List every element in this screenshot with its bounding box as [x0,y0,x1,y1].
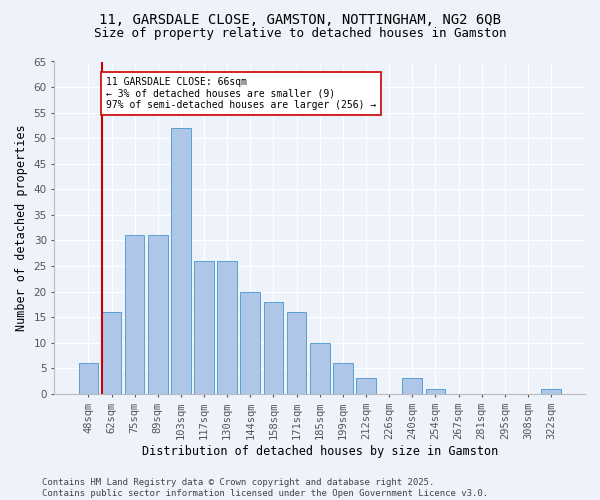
Text: Contains HM Land Registry data © Crown copyright and database right 2025.
Contai: Contains HM Land Registry data © Crown c… [42,478,488,498]
Bar [194,261,214,394]
Bar [217,261,237,394]
Bar [287,312,307,394]
Bar [171,128,191,394]
Text: 11 GARSDALE CLOSE: 66sqm
← 3% of detached houses are smaller (9)
97% of semi-det: 11 GARSDALE CLOSE: 66sqm ← 3% of detache… [106,77,376,110]
Bar [333,363,353,394]
Bar [241,292,260,394]
Bar [101,312,121,394]
Bar [263,302,283,394]
Bar [541,388,561,394]
Bar [125,236,145,394]
Bar [403,378,422,394]
Bar [310,342,329,394]
X-axis label: Distribution of detached houses by size in Gamston: Distribution of detached houses by size … [142,444,498,458]
Y-axis label: Number of detached properties: Number of detached properties [15,124,28,331]
Text: 11, GARSDALE CLOSE, GAMSTON, NOTTINGHAM, NG2 6QB: 11, GARSDALE CLOSE, GAMSTON, NOTTINGHAM,… [99,12,501,26]
Bar [356,378,376,394]
Bar [79,363,98,394]
Text: Size of property relative to detached houses in Gamston: Size of property relative to detached ho… [94,28,506,40]
Bar [148,236,167,394]
Bar [425,388,445,394]
